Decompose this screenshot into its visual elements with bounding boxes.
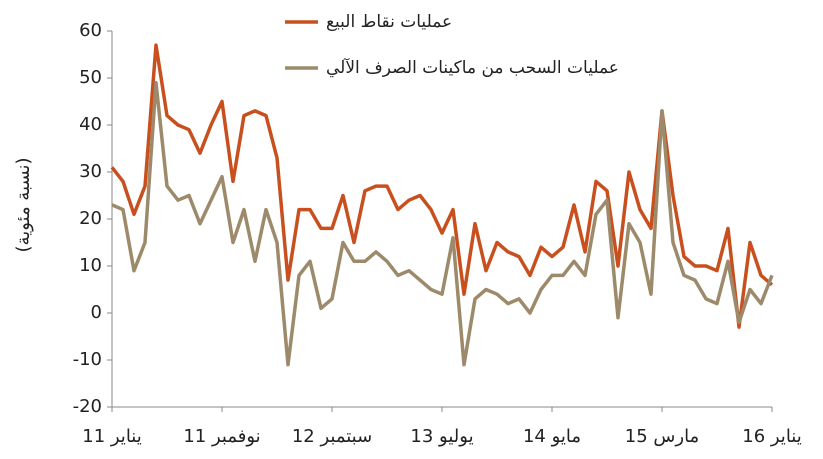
- y-tick-label: -10: [73, 349, 102, 370]
- x-tick-label: سبتمبر 12: [292, 426, 372, 447]
- y-tick-label: 10: [79, 255, 102, 276]
- legend-label: عمليات السحب من ماكينات الصرف الآلي: [326, 57, 619, 78]
- y-tick-label: 30: [79, 161, 102, 182]
- y-tick-label: 60: [79, 20, 102, 41]
- x-tick-label: يوليو 13: [410, 426, 473, 447]
- y-tick-label: 20: [79, 208, 102, 229]
- y-tick-label: 40: [79, 114, 102, 135]
- x-tick-label: مايو 14: [523, 426, 581, 447]
- x-tick-label: يناير 11: [82, 426, 142, 447]
- series-line: [111, 80, 774, 367]
- y-axis-title: (نسبة مئوية): [13, 158, 34, 253]
- legend-label: عمليات نقاط البيع: [326, 12, 452, 32]
- y-tick-label: -20: [73, 396, 102, 417]
- x-tick-label: مارس 15: [625, 426, 699, 447]
- x-tick-label: يناير 16: [742, 426, 802, 447]
- y-tick-label: 50: [79, 67, 102, 88]
- x-tick-label: نوفمبر 11: [183, 426, 260, 447]
- y-tick-label: 0: [91, 302, 102, 323]
- series-line: [110, 43, 774, 329]
